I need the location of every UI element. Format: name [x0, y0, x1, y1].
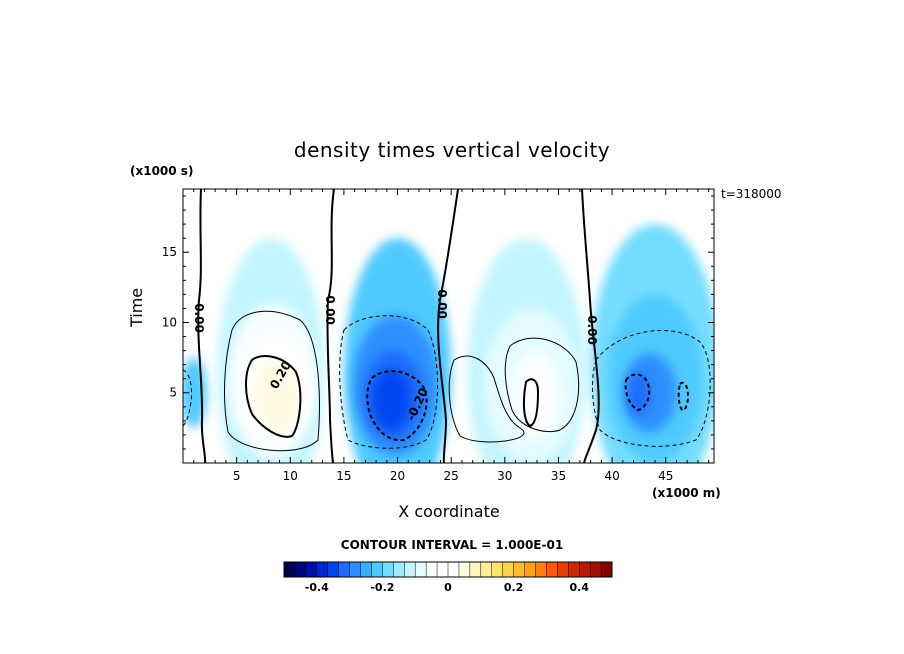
colorbar-swatch: [382, 562, 394, 577]
zero-contour-2: [326, 189, 335, 463]
colorbar-swatch: [513, 562, 525, 577]
negative-contour-5: [677, 381, 690, 412]
colorbar-swatch: [601, 562, 613, 577]
colorbar-swatch: [448, 562, 460, 577]
x-tick-label: 20: [390, 469, 405, 483]
colorbar-tick-label: 0: [444, 581, 452, 594]
colorbar-swatch: [502, 562, 514, 577]
colorbar-swatch: [579, 562, 591, 577]
positive-contour-2: [245, 355, 302, 438]
colorbar-swatch: [437, 562, 449, 577]
colorbar-swatch: [469, 562, 482, 577]
colorbar-swatch: [393, 562, 405, 577]
colorbar-swatch: [316, 562, 329, 577]
zero-contour-1: [197, 189, 207, 463]
colorbar-swatch: [284, 562, 296, 577]
y-axis-units: (x1000 s): [130, 164, 194, 178]
x-tick-label: 30: [497, 469, 512, 483]
x-tick-label: 45: [658, 469, 673, 483]
contour-label: 0.00: [585, 315, 599, 345]
colorbar-swatch: [590, 562, 602, 577]
heatmap-cell: [253, 359, 301, 433]
colorbar-tick-label: -0.2: [370, 581, 394, 594]
colorbar-swatch: [349, 562, 361, 577]
contour-label: 0.00: [435, 289, 449, 319]
plot-frame: [182, 188, 715, 464]
contour-interval-label: CONTOUR INTERVAL = 1.000E-01: [340, 538, 564, 552]
x-axis-units: (x1000 m): [652, 486, 721, 500]
colorbar-swatch: [557, 562, 569, 577]
colorbar-swatch: [491, 562, 504, 577]
x-tick-label: 5: [233, 469, 241, 483]
time-annotation: t=318000: [721, 187, 782, 201]
colorbar-swatch: [294, 562, 307, 577]
x-tick-label: 40: [604, 469, 619, 483]
negative-contour-6: [183, 369, 193, 427]
positive-contour-4: [504, 337, 580, 433]
contour-label: 0.00: [192, 303, 206, 333]
colorbar-swatch: [458, 562, 471, 577]
colorbar: -0.4 -0.2 0 0.2 0.4: [283, 561, 613, 594]
y-tick-label: 5: [169, 386, 177, 400]
y-tick-label: 10: [162, 315, 177, 329]
negative-contour-4: [624, 373, 651, 412]
colorbar-swatch: [305, 562, 318, 577]
colorbar-swatch: [415, 562, 427, 577]
negative-contour-1: [339, 315, 439, 449]
colorbar-swatch: [535, 562, 547, 577]
colorbar-swatch: [327, 562, 340, 577]
colorbar-tick-label: 0.4: [569, 581, 589, 594]
colorbar-frame: [283, 561, 613, 578]
heatmap-cell: [371, 368, 411, 431]
colorbar-swatch: [371, 562, 383, 577]
zero-contour-4: [581, 189, 600, 463]
positive-contour-1: [224, 310, 320, 452]
x-axis-label: X coordinate: [398, 502, 500, 521]
positive-contour-5: [522, 378, 540, 428]
x-tick-label: 15: [336, 469, 351, 483]
negative-contour-2: [366, 370, 428, 442]
colorbar-swatch: [360, 562, 372, 577]
chart-title: density times vertical velocity: [293, 138, 611, 162]
x-tick-label: 10: [283, 469, 298, 483]
axis-ticks: 5 10 15 20 25 30 35 40 45 5 10 15: [162, 189, 714, 483]
positive-contour-3: [448, 355, 525, 443]
y-tick-label: 15: [162, 245, 177, 259]
colorbar-swatch: [338, 562, 350, 577]
contour-lines: [183, 189, 711, 463]
colorbar-swatch: [480, 562, 493, 577]
negative-contour-3: [592, 330, 711, 447]
x-tick-label: 35: [551, 469, 566, 483]
x-tick-label: 25: [444, 469, 459, 483]
contour-label: 0.00: [323, 295, 337, 325]
colorbar-swatch: [524, 562, 536, 577]
colorbar-swatch: [568, 562, 580, 577]
colorbar-tick-label: -0.4: [305, 581, 329, 594]
colorbar-swatch: [546, 562, 558, 577]
colorbar-tick-label: 0.2: [504, 581, 524, 594]
colorbar-swatch: [426, 562, 438, 577]
zero-contour-3: [437, 189, 459, 463]
colorbar-swatch: [404, 562, 416, 577]
